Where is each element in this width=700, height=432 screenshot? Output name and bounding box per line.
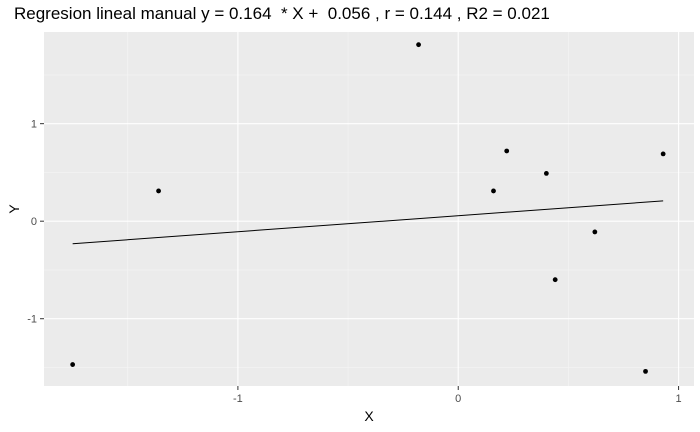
major-gridlines <box>44 32 694 386</box>
x-tick-label: 1 <box>676 393 682 405</box>
regression-layer <box>72 200 664 245</box>
y-tick-label: 0 <box>31 216 37 228</box>
y-axis-title: Y <box>6 204 22 214</box>
x-tick-label: 0 <box>455 393 461 405</box>
x-axis-title: X <box>364 408 374 424</box>
y-tick-label: 1 <box>31 119 37 131</box>
y-tick-label: -1 <box>27 314 37 326</box>
data-point <box>504 148 510 154</box>
data-point <box>156 188 161 194</box>
x-axis: -1 0 1 <box>233 386 682 405</box>
data-point <box>592 229 598 235</box>
data-point <box>660 151 666 157</box>
data-point <box>543 171 549 176</box>
data-point <box>70 362 76 367</box>
regression-line <box>72 200 664 245</box>
data-point <box>491 188 496 194</box>
y-axis: -1 0 1 <box>27 119 44 326</box>
plot-panel <box>44 32 694 386</box>
x-tick-label: -1 <box>233 393 243 405</box>
points-layer <box>70 42 666 374</box>
data-point <box>416 42 421 48</box>
data-point <box>643 368 648 374</box>
minor-gridlines <box>44 32 694 386</box>
chart-title: Regresion lineal manual y = 0.164 * X + … <box>14 4 550 23</box>
data-point <box>552 277 558 283</box>
